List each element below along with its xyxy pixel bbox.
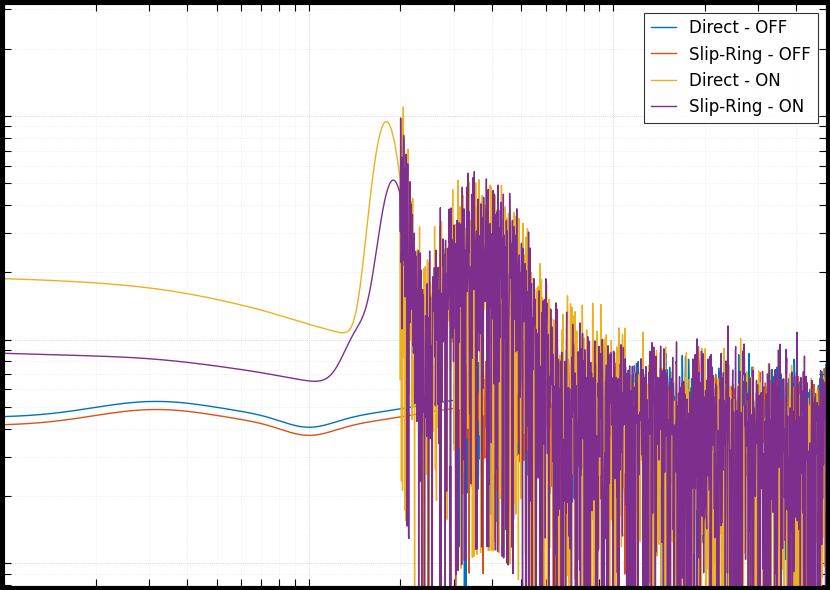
Slip-Ring - ON	[315, 378, 325, 385]
Slip-Ring - OFF	[350, 421, 360, 428]
Slip-Ring - OFF	[805, 424, 815, 431]
Slip-Ring - OFF	[821, 404, 830, 411]
Direct - ON	[350, 313, 360, 320]
Slip-Ring - ON	[0, 350, 9, 357]
Direct - OFF	[457, 342, 466, 349]
Direct - OFF	[142, 398, 152, 405]
Slip-Ring - ON	[396, 114, 406, 122]
Slip-Ring - OFF	[450, 328, 460, 335]
Direct - OFF	[0, 413, 9, 420]
Slip-Ring - OFF	[716, 415, 726, 422]
Direct - ON	[805, 402, 815, 409]
Direct - OFF	[805, 419, 815, 427]
Slip-Ring - OFF	[0, 421, 9, 428]
Direct - ON	[142, 284, 152, 291]
Direct - ON	[315, 324, 325, 331]
Direct - OFF	[93, 404, 103, 411]
Line: Slip-Ring - ON: Slip-Ring - ON	[4, 118, 826, 590]
Slip-Ring - ON	[805, 440, 815, 447]
Slip-Ring - OFF	[93, 412, 103, 419]
Line: Direct - ON: Direct - ON	[4, 107, 826, 590]
Slip-Ring - ON	[93, 353, 103, 360]
Direct - ON	[0, 275, 9, 282]
Slip-Ring - ON	[716, 412, 726, 419]
Line: Direct - OFF: Direct - OFF	[4, 345, 826, 590]
Direct - OFF	[821, 361, 830, 368]
Line: Slip-Ring - OFF: Slip-Ring - OFF	[4, 332, 826, 590]
Slip-Ring - OFF	[142, 406, 152, 413]
Slip-Ring - OFF	[315, 431, 325, 438]
Direct - ON	[821, 428, 830, 435]
Direct - ON	[93, 280, 103, 287]
Legend: Direct - OFF, Slip-Ring - OFF, Direct - ON, Slip-Ring - ON: Direct - OFF, Slip-Ring - OFF, Direct - …	[644, 12, 818, 123]
Direct - ON	[398, 104, 408, 111]
Direct - OFF	[315, 423, 325, 430]
Slip-Ring - ON	[350, 328, 360, 335]
Slip-Ring - ON	[142, 355, 152, 362]
Direct - OFF	[350, 413, 360, 420]
Direct - OFF	[716, 409, 726, 417]
